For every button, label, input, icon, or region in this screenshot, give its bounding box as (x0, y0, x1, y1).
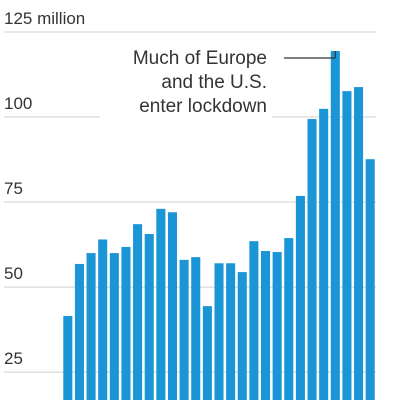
bar (319, 108, 329, 400)
y-tick-label: 50 (4, 264, 23, 283)
annotation: enter lockdown (139, 96, 267, 117)
bar (167, 212, 178, 400)
bar (86, 253, 96, 400)
bar (144, 234, 154, 400)
bar (307, 119, 317, 400)
bar (109, 253, 119, 400)
bar (63, 315, 73, 400)
bar (284, 238, 294, 400)
bar (237, 272, 247, 400)
bar (179, 259, 189, 400)
bar (226, 263, 236, 400)
bar (133, 224, 143, 400)
bar (354, 87, 364, 400)
bar (295, 195, 305, 400)
bar (191, 257, 201, 400)
bar (365, 159, 375, 400)
y-tick-label: 75 (4, 179, 23, 198)
y-tick-label: 25 (4, 349, 23, 368)
bar (214, 263, 224, 400)
bar (249, 241, 259, 400)
bar (260, 251, 271, 400)
bar (74, 263, 84, 400)
bar (98, 239, 108, 400)
annotation: and the U.S. (161, 72, 267, 93)
bar (156, 208, 166, 400)
annotation: Much of Europe (133, 48, 267, 69)
bar (121, 246, 131, 400)
annotation-background (100, 42, 272, 126)
bar (342, 91, 352, 400)
y-tick-label: 100 (4, 94, 32, 113)
bar (202, 306, 212, 400)
bar (330, 51, 340, 400)
bar (272, 252, 282, 400)
y-tick-label: 125 million (4, 9, 85, 28)
